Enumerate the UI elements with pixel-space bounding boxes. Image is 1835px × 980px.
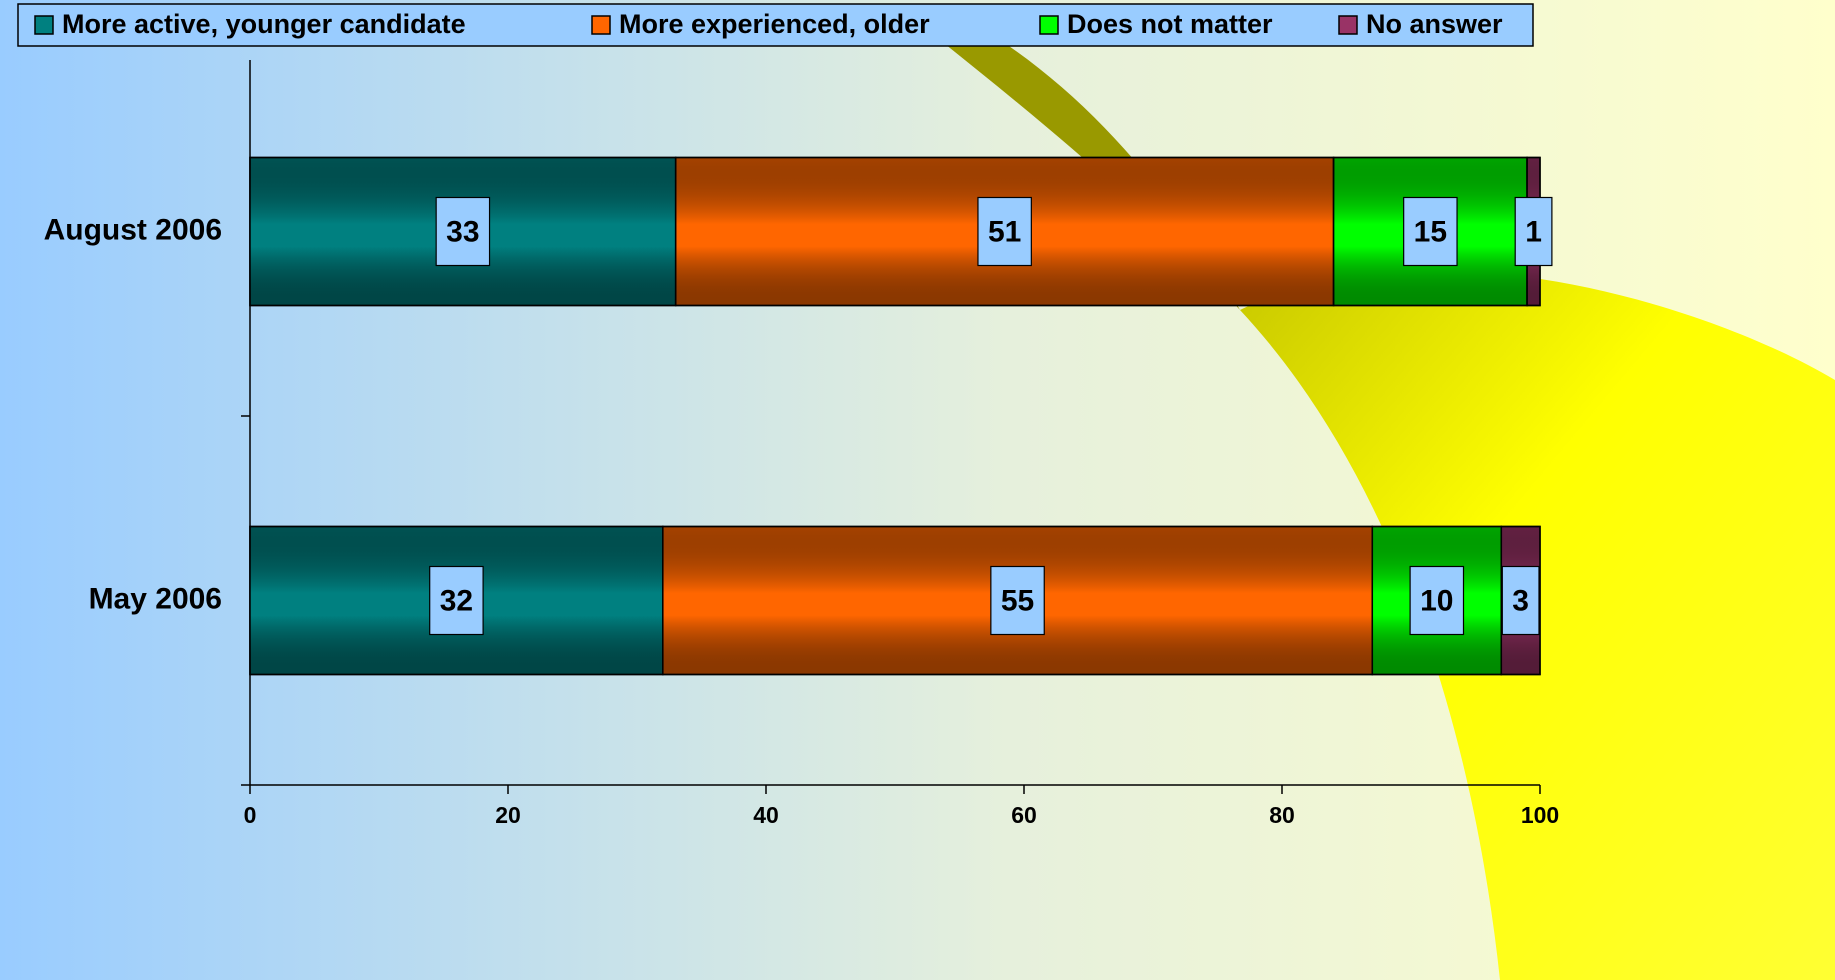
legend-marker bbox=[34, 15, 54, 35]
legend-label: More experienced, older bbox=[619, 9, 930, 39]
x-tick-label: 0 bbox=[244, 802, 257, 828]
data-label: 3 bbox=[1512, 584, 1529, 617]
data-label: 1 bbox=[1525, 215, 1542, 248]
data-label: 32 bbox=[440, 584, 473, 617]
x-tick-label: 40 bbox=[753, 802, 779, 828]
data-label-box bbox=[1501, 565, 1540, 636]
legend-marker bbox=[1039, 15, 1059, 35]
data-label-box bbox=[977, 196, 1032, 267]
data-label: 15 bbox=[1414, 215, 1447, 248]
x-tick-label: 60 bbox=[1011, 802, 1037, 828]
data-label-box bbox=[1409, 565, 1465, 636]
legend-label: No answer bbox=[1366, 9, 1503, 39]
data-label-box bbox=[435, 196, 491, 267]
data-label: 51 bbox=[988, 215, 1021, 248]
data-label-box bbox=[429, 565, 484, 636]
category-label: August 2006 bbox=[44, 213, 222, 246]
data-label-box bbox=[1403, 196, 1458, 267]
legend-label: Does not matter bbox=[1067, 9, 1273, 39]
data-label: 33 bbox=[446, 215, 479, 248]
data-label-box bbox=[990, 565, 1045, 636]
data-label: 10 bbox=[1420, 584, 1453, 617]
legend-label: More active, younger candidate bbox=[62, 9, 466, 39]
x-tick-label: 20 bbox=[495, 802, 521, 828]
data-label-box bbox=[1514, 196, 1553, 267]
category-label: May 2006 bbox=[89, 582, 222, 615]
legend-box bbox=[17, 3, 1534, 47]
legend-marker bbox=[1338, 15, 1358, 35]
legend-marker bbox=[591, 15, 611, 35]
x-tick-label: 80 bbox=[1269, 802, 1295, 828]
x-tick-label: 100 bbox=[1521, 802, 1559, 828]
data-label: 55 bbox=[1001, 584, 1034, 617]
